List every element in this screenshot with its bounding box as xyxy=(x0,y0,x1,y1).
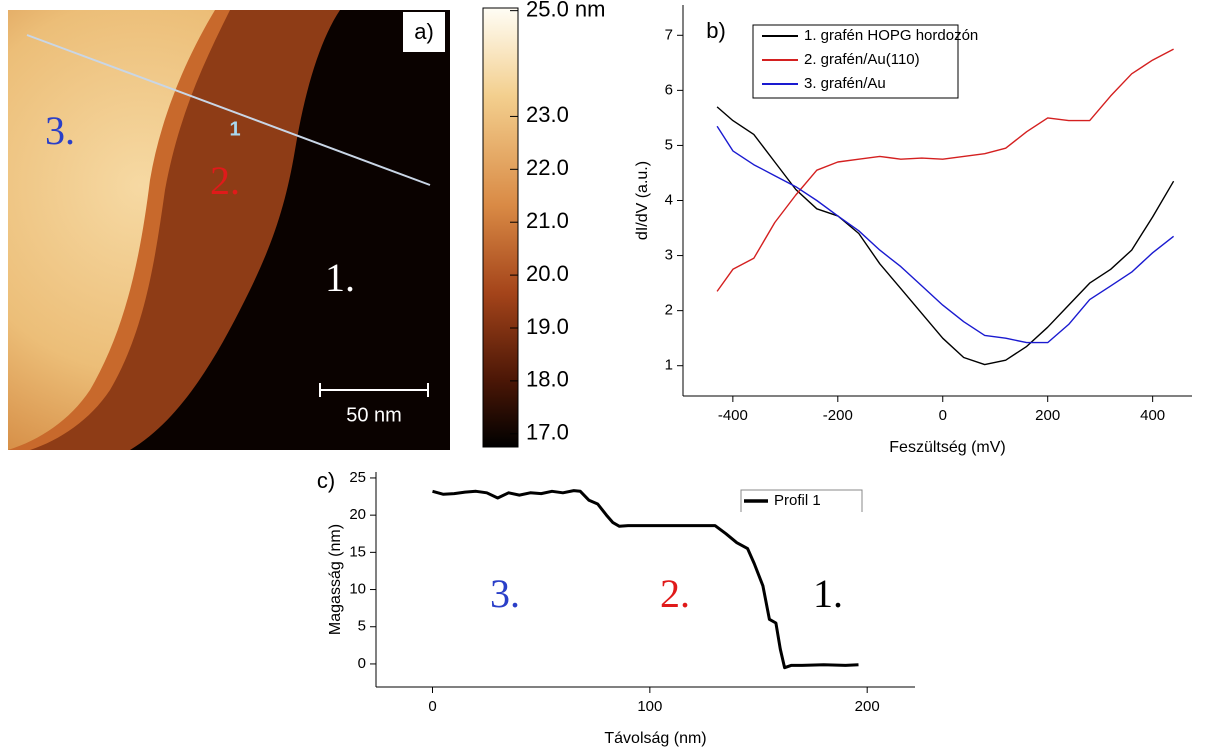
y-axis-label: Magasság (nm) xyxy=(327,524,344,635)
y-tick-label: 0 xyxy=(358,655,366,672)
colorbar-tick-label: 17.0 xyxy=(526,420,569,445)
y-tick-label: 2 xyxy=(665,302,673,319)
legend-box xyxy=(740,489,863,512)
scale-label: 50 nm xyxy=(346,404,402,426)
y-tick-label: 20 xyxy=(349,506,366,523)
profile-label: 1 xyxy=(229,118,240,140)
y-tick-label: 7 xyxy=(665,26,673,43)
y-tick-label: 5 xyxy=(665,136,673,153)
x-tick-label: -400 xyxy=(718,407,748,424)
profile-line xyxy=(26,34,431,186)
x-tick-label: 200 xyxy=(1035,407,1060,424)
series-line xyxy=(432,489,859,670)
y-axis-label: dI/dV (a.u.) xyxy=(634,161,651,240)
series-line xyxy=(716,106,1175,366)
image-dark xyxy=(130,10,450,450)
label-box xyxy=(403,12,445,52)
colorbar-tick-label: 18.0 xyxy=(526,367,569,392)
x-tick-label: 100 xyxy=(637,698,662,715)
colorbar xyxy=(482,7,519,448)
stm-image: a) 3. 2. 1. 1 50 nm xyxy=(8,7,519,450)
y-tick-label: 25 xyxy=(349,469,366,486)
panel-label: b) xyxy=(706,18,726,43)
legend-label: 1. grafén HOPG hordozón xyxy=(804,27,978,44)
legend-label: Profil 1 xyxy=(774,492,821,509)
colorbar-tick-label: 20.0 xyxy=(526,261,569,286)
y-tick-label: 10 xyxy=(349,581,366,598)
annotation: 2. xyxy=(660,571,690,616)
annotation: 1. xyxy=(813,571,843,616)
y-tick-label: 15 xyxy=(349,543,366,560)
series-line xyxy=(716,48,1174,292)
legend-label: 3. grafén/Au xyxy=(804,75,886,92)
y-tick-label: 3 xyxy=(665,247,673,264)
y-tick-label: 4 xyxy=(665,191,673,208)
region-label: 2. xyxy=(210,158,240,203)
panel-label: c) xyxy=(317,468,335,493)
x-tick-label: 200 xyxy=(855,698,880,715)
x-tick-label: -200 xyxy=(823,407,853,424)
y-tick-label: 5 xyxy=(358,618,366,635)
colorbar-tick-label: 22.0 xyxy=(526,155,569,180)
x-axis-label: Feszültség (mV) xyxy=(889,439,1005,456)
colorbar-tick-label: 21.0 xyxy=(526,208,569,233)
y-tick-label: 6 xyxy=(665,81,673,98)
legend-label: 2. grafén/Au(110) xyxy=(804,51,920,68)
legend-box xyxy=(752,24,959,99)
annotation: 3. xyxy=(490,571,520,616)
colorbar-tick-label: 23.0 xyxy=(526,102,569,127)
x-tick-label: 400 xyxy=(1140,407,1165,424)
x-axis-label: Távolság (nm) xyxy=(604,730,706,747)
y-tick-label: 1 xyxy=(665,357,673,374)
panel-label: a) xyxy=(414,19,434,44)
region-label: 3. xyxy=(45,108,75,153)
colorbar-tick-label: 25.0 nm xyxy=(526,0,606,21)
x-tick-label: 0 xyxy=(428,698,436,715)
region-label: 1. xyxy=(325,255,355,300)
x-tick-label: 0 xyxy=(939,407,947,424)
series-line xyxy=(716,125,1175,344)
colorbar-tick-label: 19.0 xyxy=(526,314,569,339)
